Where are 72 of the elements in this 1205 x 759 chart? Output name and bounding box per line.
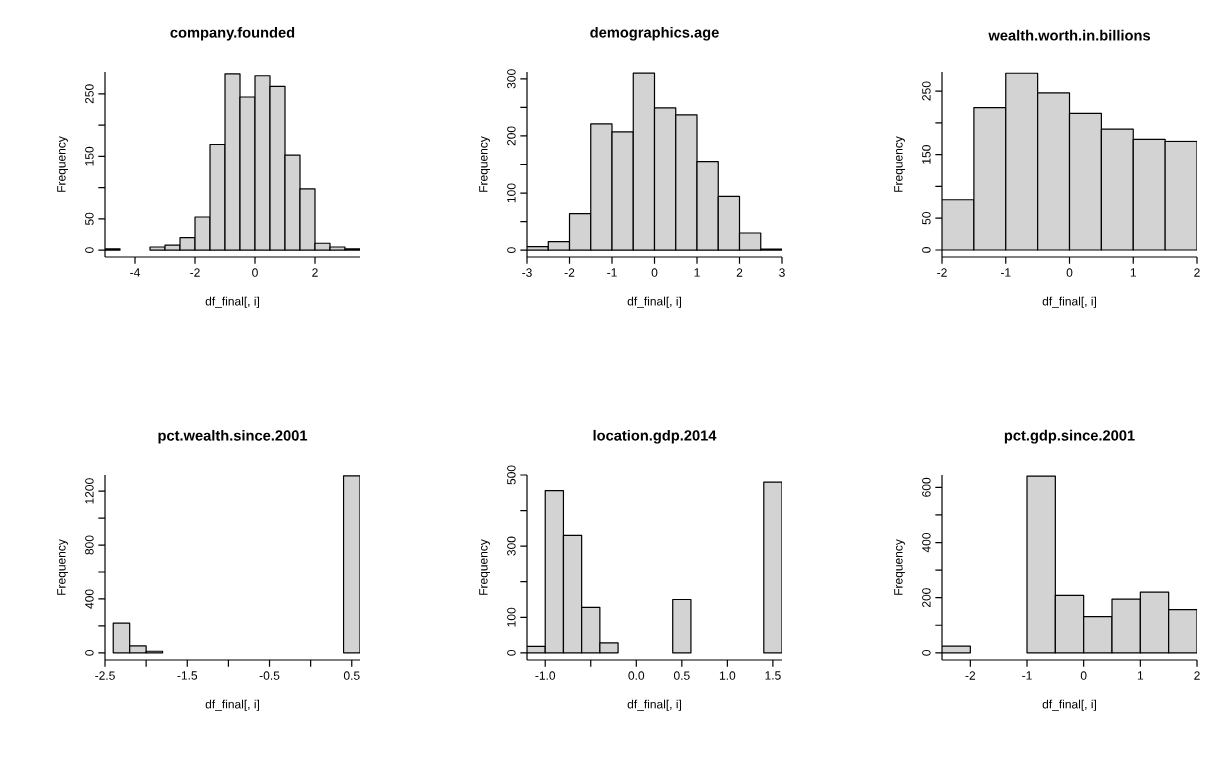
x-tick-label: -1 <box>1022 671 1032 680</box>
y-tick-label: 100 <box>507 183 516 203</box>
x-tick-label: -1 <box>607 268 617 277</box>
y-tick-label: 0 <box>85 247 94 253</box>
y-tick-label: 100 <box>507 607 516 627</box>
chart-title: demographics.age <box>590 26 719 41</box>
x-tick-label: -2.5 <box>95 671 115 680</box>
x-tick-label: -4 <box>130 268 140 277</box>
y-tick-label: 0 <box>507 247 516 254</box>
x-tick-label: 1.0 <box>719 671 736 680</box>
x-tick-label: -0.5 <box>259 671 280 680</box>
x-tick-label: -2 <box>965 671 976 680</box>
y-axis-title: Frequency <box>479 136 490 192</box>
y-tick-label: 300 <box>507 69 516 89</box>
x-axis-title: df_final[, i] <box>627 296 681 308</box>
x-tick-label: -1.0 <box>535 671 556 680</box>
x-tick-label: 1 <box>1137 671 1144 680</box>
y-tick-label: 250 <box>922 81 931 101</box>
x-tick-label: 0 <box>1066 268 1073 277</box>
x-tick-label: 0 <box>1080 671 1087 680</box>
x-tick-label: -2 <box>937 268 947 277</box>
y-axis-title: Frequency <box>57 136 68 192</box>
x-tick-label: 0.5 <box>673 671 690 680</box>
y-tick-label: 50 <box>85 212 94 226</box>
y-tick-label: 400 <box>85 589 94 609</box>
chart-title: wealth.worth.in.billions <box>988 29 1151 41</box>
x-tick-label: 0 <box>252 268 258 277</box>
y-tick-label: 150 <box>922 145 931 164</box>
x-tick-label: 2 <box>1194 671 1200 680</box>
chart-title: company.founded <box>170 26 295 41</box>
x-tick-label: 2 <box>312 268 318 277</box>
x-axis-title: df_final[, i] <box>627 699 681 711</box>
x-tick-label: 2 <box>1194 268 1200 277</box>
y-axis-title: Frequency <box>479 539 490 595</box>
y-tick-label: 150 <box>85 146 94 166</box>
x-tick-label: 1 <box>694 268 700 277</box>
x-axis-title: df_final[, i] <box>205 296 259 308</box>
y-axis-title: Frequency <box>894 136 905 192</box>
y-tick-label: 600 <box>922 477 931 497</box>
x-tick-label: -1.5 <box>177 671 198 680</box>
y-tick-label: 250 <box>85 84 94 104</box>
x-tick-label: -3 <box>522 268 532 277</box>
y-axis-title: Frequency <box>894 539 905 595</box>
x-tick-label: -1 <box>1000 268 1011 277</box>
x-tick-label: 0.0 <box>628 671 645 680</box>
y-tick-label: 0 <box>922 247 931 253</box>
chart-title: pct.wealth.since.2001 <box>158 429 308 444</box>
x-tick-label: 1 <box>1130 268 1136 277</box>
y-tick-label: 50 <box>922 212 931 225</box>
y-axis-title: Frequency <box>57 539 68 595</box>
x-axis-title: df_final[, i] <box>1042 296 1096 308</box>
y-tick-label: 0 <box>507 650 516 656</box>
x-axis-title: df_final[, i] <box>205 699 259 711</box>
y-tick-label: 300 <box>507 536 516 556</box>
y-tick-label: 1200 <box>85 478 94 504</box>
x-tick-label: 3 <box>779 268 785 277</box>
y-tick-label: 200 <box>922 588 931 608</box>
y-tick-label: 800 <box>85 535 94 555</box>
chart-title: location.gdp.2014 <box>593 429 717 444</box>
x-axis-title: df_final[, i] <box>1042 699 1096 711</box>
y-tick-label: 500 <box>507 465 516 485</box>
x-tick-label: -2 <box>564 268 575 277</box>
x-tick-label: -2 <box>190 268 200 277</box>
x-tick-label: 0 <box>651 268 658 277</box>
y-tick-label: 0 <box>85 649 94 656</box>
x-tick-label: 2 <box>736 268 743 277</box>
chart-title: pct.gdp.since.2001 <box>1004 429 1135 444</box>
y-tick-label: 0 <box>922 649 931 656</box>
y-tick-label: 400 <box>922 532 931 553</box>
x-tick-label: 0.5 <box>343 671 360 680</box>
y-tick-label: 200 <box>507 126 516 146</box>
x-tick-label: 1.5 <box>765 671 781 680</box>
